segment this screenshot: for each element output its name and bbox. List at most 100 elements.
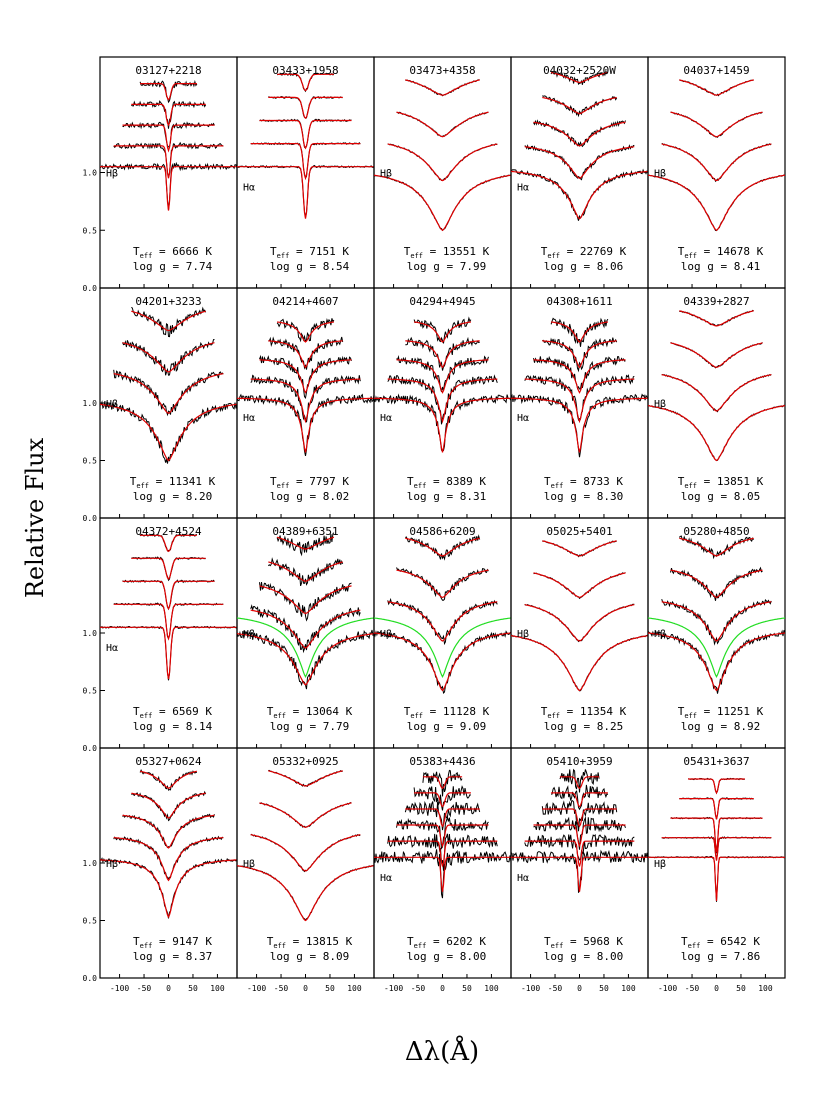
model-fit [511,170,648,220]
teff-label: Teff = 13064 K [267,705,353,720]
observed-spectrum [100,857,237,919]
panel-name: 04308+1611 [546,295,612,308]
model-fit [688,778,745,795]
model-fit [268,96,343,120]
x-tick-label: -100 [521,984,540,993]
y-tick-label: 0.0 [83,744,98,753]
line-profiles [648,535,785,694]
logg-label: log g = 9.09 [407,720,486,733]
panel: -100 -50 0 50 100 05383+4436 Hα Teff = 6202 Klo… [373,747,512,993]
model-fit [113,603,224,641]
model-fit [250,834,361,872]
observed-spectrum [113,835,224,880]
observed-spectrum [139,769,197,791]
logg-label: log g = 8.05 [681,490,760,503]
logg-label: log g = 8.09 [270,950,349,963]
model-fit [250,378,361,424]
logg-label: log g = 8.00 [544,950,623,963]
model-fit [661,374,772,412]
teff-label: Teff = 5968 K [544,935,623,950]
model-fit [387,143,498,182]
x-tick-label: -100 [247,984,266,993]
logg-value: 8.30 [597,490,624,503]
panel-name: 05280+4850 [683,525,749,538]
model-fit [648,632,785,692]
teff-label: Teff = 13851 K [678,475,764,490]
model-fit [113,373,224,414]
panel: -100 -50 0 50 100 05332+0925 Hβ Teff = 13815 Kl… [236,747,375,993]
model-fit [679,798,754,820]
observed-spectrum [374,849,511,899]
panel-name: 03127+2218 [135,64,201,77]
logg-label: log g = 7.86 [681,950,760,963]
model-fit [559,776,600,790]
panel-name: 04389+6351 [272,525,338,538]
logg-label: log g = 8.30 [544,490,623,503]
model-fit [374,174,511,232]
model-fit [131,310,206,332]
model-fit [396,359,489,394]
teff-label: Teff = 11354 K [541,705,627,720]
model-fit [414,321,471,343]
model-fit [511,856,648,892]
panel: -100 -50 0 50 100 05431+3637 Hβ Teff = 6542 Klo… [647,747,786,993]
panel-name: 04201+3233 [135,295,201,308]
line-label: Hβ [517,629,529,640]
observed-spectrum [139,79,198,104]
x-tick-label: -50 [685,984,700,993]
x-tick-label: 0 [714,984,719,993]
model-fit [533,359,626,394]
observed-spectrum [250,374,361,423]
observed-spectrum [542,540,617,558]
model-fit [250,143,361,181]
teff-label: Teff = 9147 K [133,935,212,950]
model-fit [268,340,343,369]
model-fit [131,103,206,127]
logg-label: log g = 7.79 [270,720,349,733]
model-fit [374,397,511,453]
teff-value: 6202 K [446,935,486,948]
logg-value: 8.02 [323,490,350,503]
teff-value: 13851 K [717,475,764,488]
line-label: Hβ [380,629,392,640]
y-tick-label: 0.5 [83,917,98,926]
model-fit [405,808,480,828]
observed-spectrum [122,121,215,148]
line-label: Hβ [106,399,118,410]
teff-label: Teff = 6666 K [133,245,212,260]
observed-spectrum [422,769,463,797]
model-fit [387,840,498,867]
line-profiles [237,72,374,219]
line-label: Hβ [106,169,118,180]
observed-spectrum [404,800,481,831]
line-profiles [100,533,237,681]
model-fit [524,604,635,642]
model-fit [670,817,763,853]
line-label: Hα [517,873,529,884]
observed-spectrum [542,95,618,118]
logg-label: log g = 8.25 [544,720,623,733]
observed-spectrum [679,309,754,327]
model-fit [542,96,617,115]
panel-name: 05025+5401 [546,525,612,538]
x-tick-label: -50 [274,984,289,993]
model-fit [670,111,763,138]
model-fit [122,342,215,373]
logg-label: log g = 8.31 [407,490,486,503]
observed-spectrum [250,604,361,654]
observed-spectrum [679,79,754,97]
model-fit [396,824,489,848]
model-fit [542,808,617,828]
model-fit [100,166,237,211]
teff-label: Teff = 6569 K [133,705,212,720]
x-tick-label: 100 [758,984,773,993]
panel-name: 04372+4524 [135,525,202,538]
